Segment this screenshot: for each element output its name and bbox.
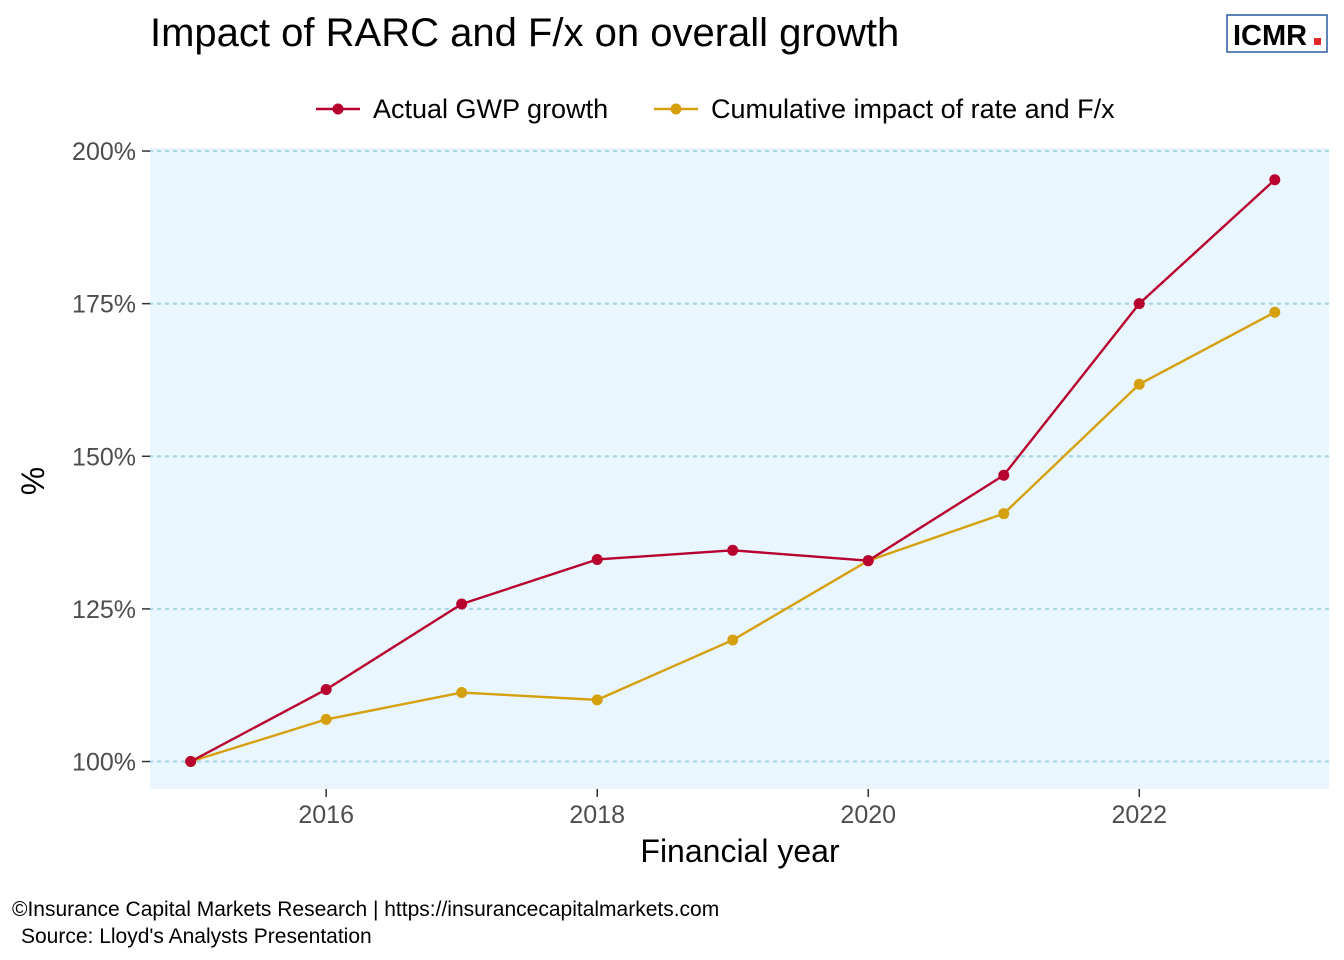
series-point-0 (862, 555, 874, 567)
icmr-logo: ICMR (1226, 14, 1328, 53)
series-point-0 (1269, 174, 1281, 186)
legend-key-point (670, 103, 682, 115)
series-point-0 (185, 756, 197, 768)
plot-panel (150, 148, 1329, 789)
caption-source: Source: Lloyd's Analysts Presentation (21, 925, 372, 948)
series-point-0 (998, 469, 1010, 481)
series-point-0 (1133, 298, 1145, 310)
legend-label: Cumulative impact of rate and F/x (711, 94, 1115, 124)
y-axis-title: % (15, 467, 51, 495)
x-axis-title: Financial year (640, 833, 840, 869)
y-axis-ticks: 100% 125% 150% 175% 200% (72, 138, 150, 777)
series-point-1 (727, 634, 739, 646)
x-tick-label: 2020 (840, 801, 896, 829)
series-point-1 (1269, 306, 1281, 318)
series-point-1 (320, 713, 332, 725)
series-point-0 (727, 544, 739, 556)
series-point-0 (456, 598, 468, 610)
series-layer (185, 174, 1281, 768)
x-tick-label: 2022 (1111, 801, 1167, 829)
legend-label: Actual GWP growth (373, 94, 608, 124)
x-tick-label: 2018 (569, 801, 625, 829)
icmr-logo-text: ICMR (1233, 20, 1307, 52)
y-tick-label: 175% (72, 291, 136, 319)
chart-title: Impact of RARC and F/x on overall growth (150, 11, 899, 55)
series-point-1 (998, 508, 1010, 520)
y-tick-label: 125% (72, 596, 136, 624)
icmr-logo-frame (1226, 14, 1328, 53)
legend-key-point (332, 103, 344, 115)
x-tick-label: 2016 (298, 801, 354, 829)
caption-copyright: ©Insurance Capital Markets Research | ht… (12, 898, 719, 921)
series-point-0 (591, 553, 603, 565)
series-point-1 (591, 694, 603, 706)
icmr-logo-dot (1314, 38, 1321, 45)
y-tick-label: 150% (72, 443, 136, 471)
series-point-1 (1133, 378, 1145, 390)
series-point-0 (320, 683, 332, 695)
y-tick-label: 100% (72, 749, 136, 777)
x-axis-ticks: 2016 2018 2020 2022 (298, 789, 1167, 829)
series-point-1 (456, 687, 468, 699)
legend: Actual GWP growth Cumulative impact of ra… (316, 94, 1115, 124)
y-tick-label: 200% (72, 138, 136, 166)
